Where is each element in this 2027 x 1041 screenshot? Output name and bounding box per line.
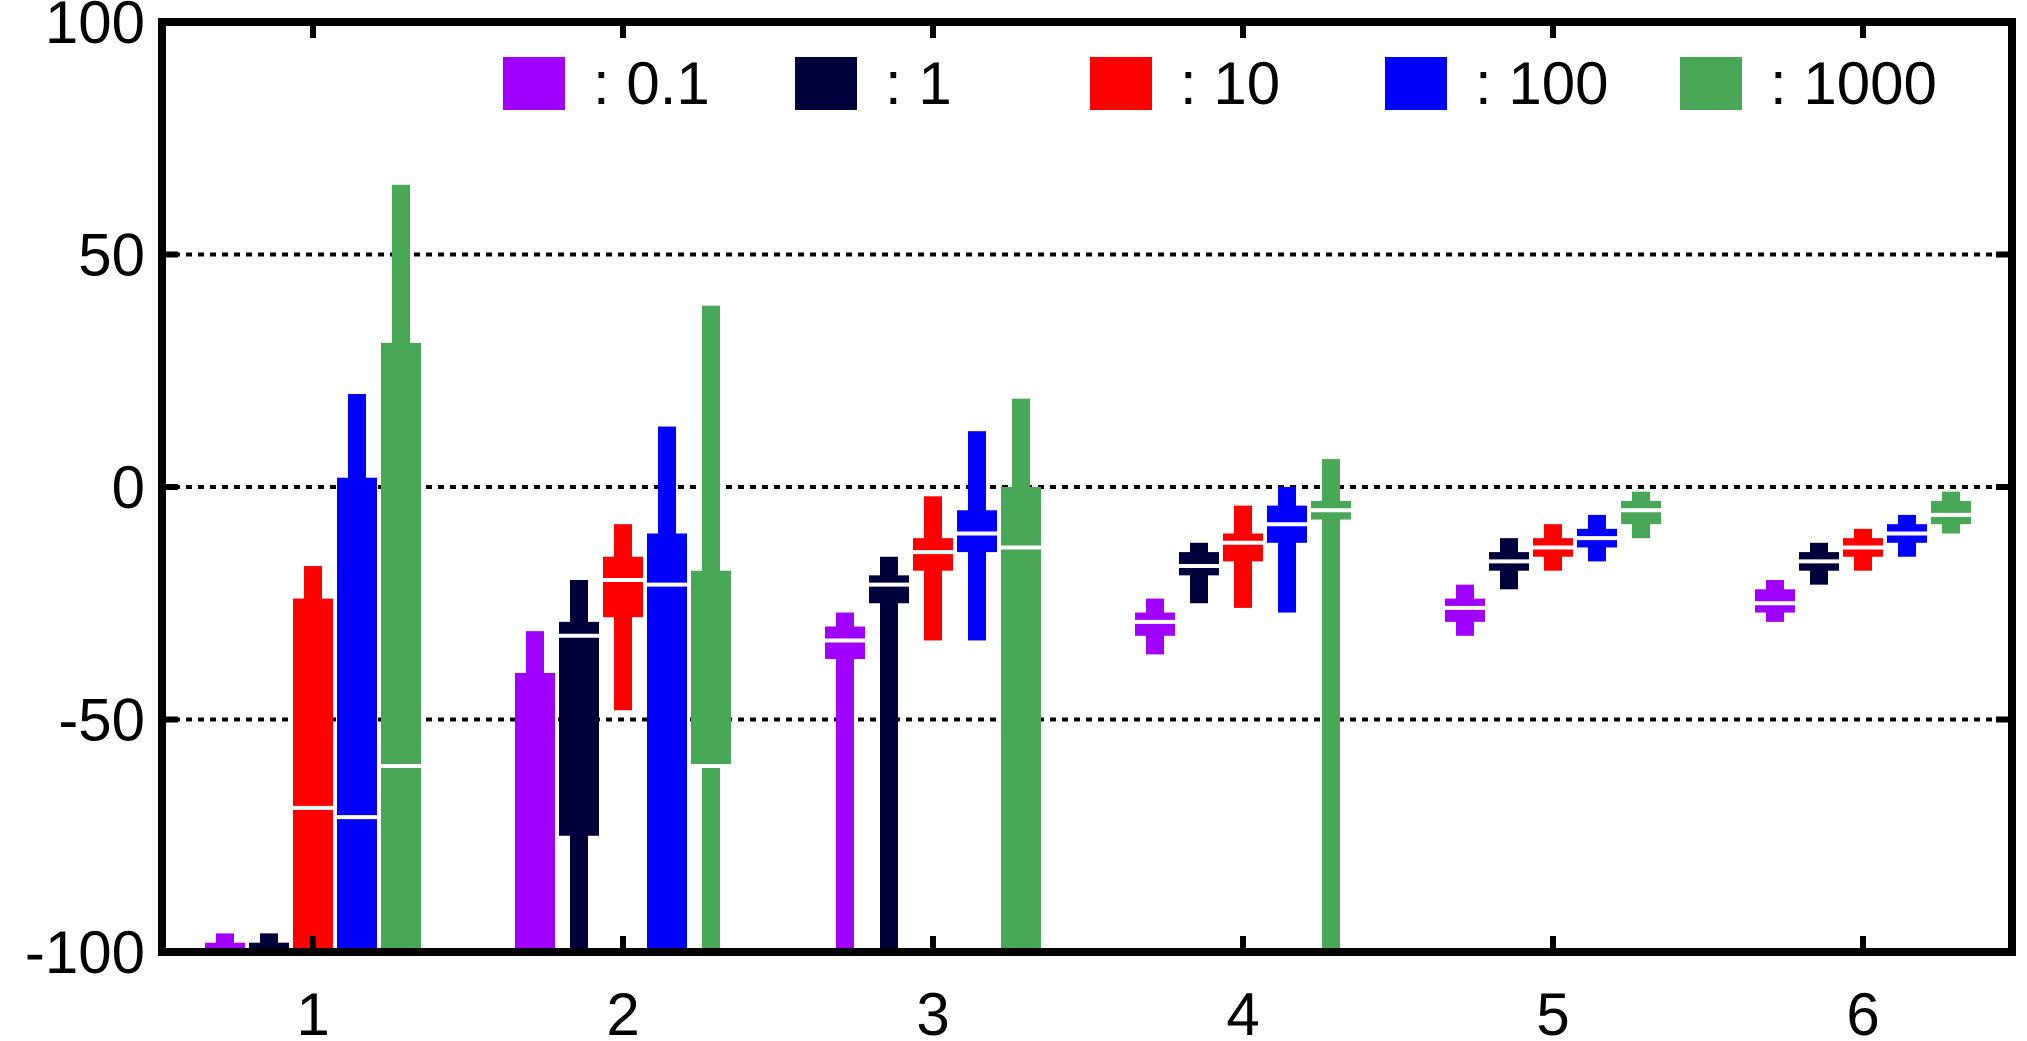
- box-group: [1843, 528, 1883, 571]
- box-group: [381, 184, 421, 953]
- legend-label: : 0.1: [593, 50, 710, 117]
- box-group: [691, 305, 731, 952]
- x-tick-label: 1: [296, 981, 329, 1041]
- x-tick-label: 2: [606, 981, 639, 1041]
- box-group: [1267, 487, 1307, 613]
- x-tick-label: 6: [1846, 981, 1879, 1041]
- box: [913, 538, 953, 571]
- box: [1179, 552, 1219, 576]
- box: [559, 621, 599, 836]
- box: [249, 942, 289, 952]
- box: [381, 342, 421, 953]
- legend-swatch: [1680, 57, 1742, 110]
- box-group: [913, 496, 953, 641]
- legend: : 0.1 : 1 : 10 : 100 : 1000: [503, 50, 1937, 117]
- y-tick-label: 100: [45, 0, 145, 56]
- box: [1931, 500, 1971, 525]
- box: [1621, 500, 1661, 525]
- box-group: [1755, 580, 1795, 622]
- box: [647, 533, 687, 952]
- box-group: [559, 580, 599, 952]
- box: [691, 570, 731, 766]
- box: [515, 673, 555, 952]
- box: [1445, 598, 1485, 622]
- legend-label: : 10: [1180, 50, 1280, 117]
- box-group: [825, 612, 865, 952]
- box-group: [1223, 505, 1263, 608]
- y-tick-label: -50: [58, 687, 145, 754]
- box-group: [1931, 491, 1971, 534]
- box-group: [1621, 491, 1661, 539]
- box-group: [869, 556, 909, 952]
- box: [1001, 487, 1041, 952]
- legend-label: : 1: [885, 50, 952, 117]
- box-group: [1533, 524, 1573, 571]
- whisker: [880, 556, 898, 952]
- box-group: [1001, 398, 1041, 952]
- box: [1755, 589, 1795, 613]
- legend-label: : 100: [1475, 50, 1608, 117]
- box: [603, 556, 643, 618]
- legend-swatch: [795, 57, 857, 110]
- box-group: [957, 431, 997, 641]
- x-tick-label: 5: [1536, 981, 1569, 1041]
- box-group: [1135, 598, 1175, 655]
- box: [825, 626, 865, 660]
- x-tick-label: 4: [1226, 981, 1259, 1041]
- y-tick-label: 0: [112, 454, 145, 521]
- y-tick-label: -100: [25, 919, 145, 986]
- legend-label: : 1000: [1770, 50, 1937, 117]
- y-tick-label: 50: [78, 222, 145, 289]
- legend-swatch: [1385, 57, 1447, 110]
- legend-swatch: [503, 57, 565, 110]
- legend-swatch: [1090, 57, 1152, 110]
- box: [1223, 533, 1263, 562]
- axis-ticks: 100 50 0 -50 -100 1 2 3 4 5 6: [25, 0, 2012, 1041]
- box: [957, 510, 997, 553]
- box: [293, 598, 333, 952]
- box: [205, 942, 245, 952]
- box-group: [515, 631, 555, 954]
- x-tick-label: 3: [916, 981, 949, 1041]
- box-group: [1489, 538, 1529, 590]
- box-plots: [205, 184, 1971, 954]
- box: [1135, 612, 1175, 636]
- box-group: [293, 566, 333, 952]
- box: [869, 575, 909, 604]
- box-group: [1577, 514, 1617, 562]
- grid-lines: [162, 252, 2012, 722]
- box-group: [1179, 542, 1219, 604]
- box-group: [603, 524, 643, 711]
- box-group: [1799, 542, 1839, 585]
- whisker: [1322, 459, 1340, 952]
- whisker: [836, 612, 854, 952]
- box-group: [1887, 514, 1927, 557]
- box-group: [647, 426, 687, 952]
- box-group: [1311, 459, 1351, 952]
- box-group: [1445, 584, 1485, 636]
- box-group: [337, 394, 377, 952]
- box: [337, 477, 377, 952]
